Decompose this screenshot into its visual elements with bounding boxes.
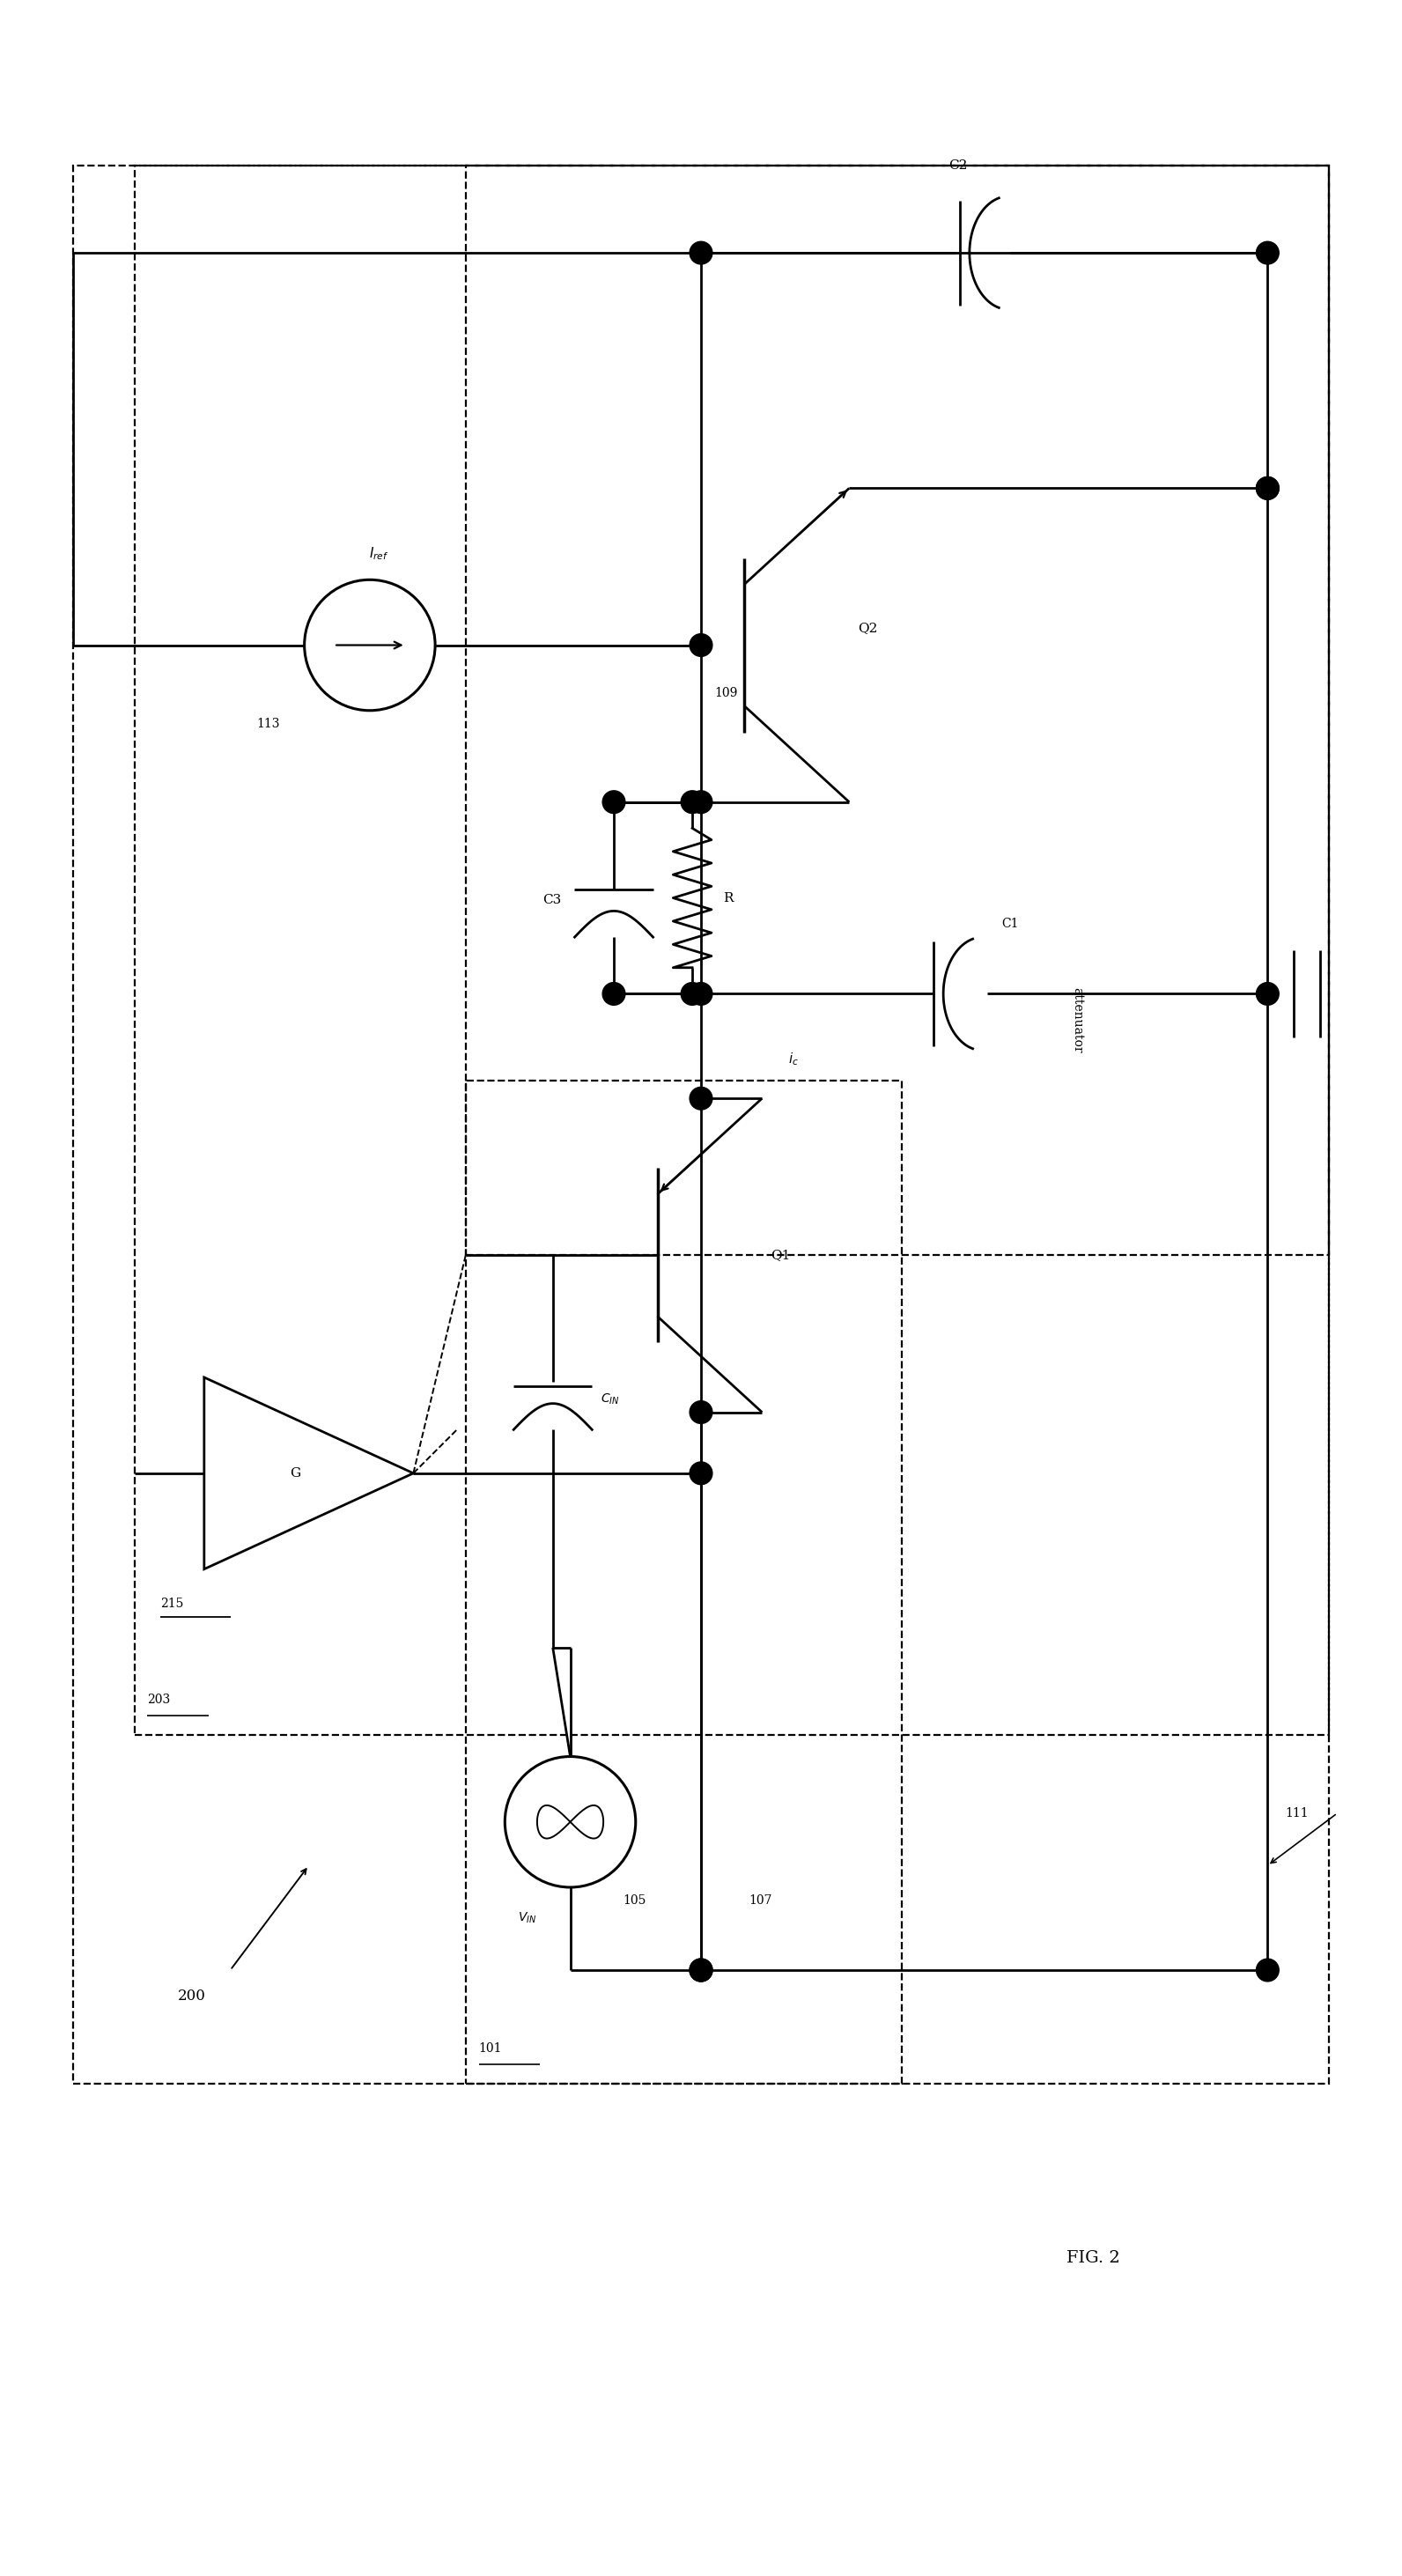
Circle shape xyxy=(690,1958,712,1981)
Circle shape xyxy=(690,1087,712,1110)
Text: $C_{IN}$: $C_{IN}$ xyxy=(601,1391,620,1406)
Text: C3: C3 xyxy=(543,894,562,907)
Text: 111: 111 xyxy=(1286,1806,1308,1819)
Text: 200: 200 xyxy=(178,1989,206,2004)
Text: 107: 107 xyxy=(749,1893,773,1906)
Circle shape xyxy=(1256,477,1279,500)
Circle shape xyxy=(690,634,712,657)
Circle shape xyxy=(603,791,625,814)
Text: Q1: Q1 xyxy=(771,1249,791,1262)
Text: $I_{ref}$: $I_{ref}$ xyxy=(369,546,388,562)
Circle shape xyxy=(681,791,704,814)
Circle shape xyxy=(1256,242,1279,265)
Circle shape xyxy=(690,1401,712,1425)
Circle shape xyxy=(1256,1958,1279,1981)
Text: C1: C1 xyxy=(1001,917,1019,930)
Text: G: G xyxy=(290,1468,301,1479)
Text: R: R xyxy=(723,891,733,904)
Circle shape xyxy=(1256,981,1279,1005)
Text: 109: 109 xyxy=(714,688,737,698)
Circle shape xyxy=(1256,477,1279,500)
Circle shape xyxy=(690,1958,712,1981)
Text: FIG. 2: FIG. 2 xyxy=(1067,2249,1120,2267)
Text: $V_{IN}$: $V_{IN}$ xyxy=(517,1911,537,1924)
Circle shape xyxy=(690,791,712,814)
Text: 215: 215 xyxy=(161,1597,184,1610)
Circle shape xyxy=(690,1463,712,1484)
Text: Q2: Q2 xyxy=(858,621,878,634)
Text: C2: C2 xyxy=(949,160,967,173)
Text: 113: 113 xyxy=(257,716,280,729)
Circle shape xyxy=(690,242,712,265)
Circle shape xyxy=(690,1958,712,1981)
Text: attenuator: attenuator xyxy=(1071,987,1084,1054)
Circle shape xyxy=(690,981,712,1005)
Text: 101: 101 xyxy=(478,2043,502,2056)
Text: 203: 203 xyxy=(147,1692,171,1705)
Text: 105: 105 xyxy=(622,1893,646,1906)
Circle shape xyxy=(603,981,625,1005)
Circle shape xyxy=(681,981,704,1005)
Text: $i_c$: $i_c$ xyxy=(788,1051,799,1066)
